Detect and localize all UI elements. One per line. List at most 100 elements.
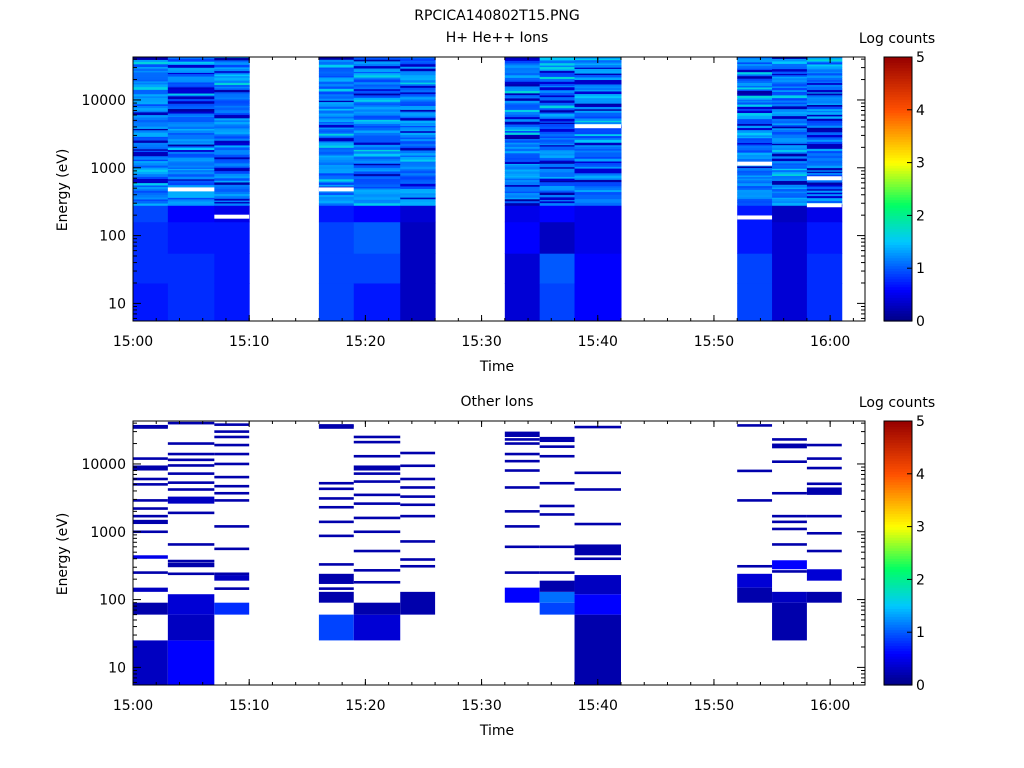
heatmap-cell xyxy=(772,94,808,99)
heatmap-cell xyxy=(772,111,808,114)
heatmap-cell xyxy=(353,72,401,76)
heatmap-cell xyxy=(737,158,773,162)
heatmap-cell xyxy=(167,61,215,64)
colorbar-tick-label: 1 xyxy=(916,625,925,641)
heatmap-cell xyxy=(574,99,622,102)
heatmap-cell xyxy=(504,58,541,61)
heatmap-cell xyxy=(214,57,250,61)
heatmap-cell xyxy=(353,144,401,148)
heatmap-cell xyxy=(214,191,250,194)
heatmap-cell xyxy=(133,146,169,150)
heatmap-cell xyxy=(539,183,576,186)
heatmap-cell xyxy=(353,160,401,163)
heatmap-cell xyxy=(167,640,215,685)
colorbar-segment xyxy=(884,218,912,222)
heatmap-gap xyxy=(318,187,354,192)
heatmap-cell xyxy=(539,190,576,193)
heatmap-cell xyxy=(214,253,250,284)
colorbar-segment xyxy=(884,542,912,546)
heatmap-cell xyxy=(539,196,576,201)
heatmap-cell xyxy=(353,149,401,152)
heatmap-cell xyxy=(353,112,401,116)
heatmap-cell xyxy=(737,587,773,603)
heatmap-cell xyxy=(806,157,843,161)
colorbar-segment xyxy=(884,123,912,127)
colorbar-segment xyxy=(884,487,912,491)
heatmap-cell xyxy=(772,97,808,101)
heatmap-cell xyxy=(772,164,808,168)
heatmap-cell xyxy=(806,74,843,78)
heatmap-cell xyxy=(772,131,808,135)
heatmap-cell xyxy=(806,63,843,67)
heatmap-cell xyxy=(772,168,808,171)
heatmap-cell xyxy=(806,591,842,603)
heatmap-cell xyxy=(539,89,576,92)
heatmap-cell xyxy=(133,640,168,685)
heatmap-cell xyxy=(806,110,843,113)
heatmap-cell xyxy=(214,133,250,137)
colorbar-segment xyxy=(884,120,912,124)
heatmap-cell xyxy=(772,198,808,202)
colorbar-segment xyxy=(884,178,912,182)
heatmap-cell xyxy=(539,70,576,73)
heatmap-cell xyxy=(214,127,250,131)
heatmap-cell xyxy=(167,203,215,206)
heatmap-cell xyxy=(318,182,355,185)
heatmap-line xyxy=(133,514,168,518)
heatmap-cell xyxy=(214,125,250,129)
heatmap-line xyxy=(772,527,807,531)
heatmap-cell xyxy=(400,83,436,86)
heatmap-cell xyxy=(167,100,215,103)
heatmap-line xyxy=(539,436,575,440)
heatmap-cell xyxy=(318,57,355,60)
heatmap-cell xyxy=(772,443,807,449)
colorbar-segment xyxy=(884,183,912,187)
heatmap-cell xyxy=(772,73,808,76)
heatmap-line xyxy=(133,499,168,502)
heatmap-cell xyxy=(353,221,401,254)
heatmap-cell xyxy=(400,87,436,91)
heatmap-cell xyxy=(353,183,401,187)
heatmap-cell xyxy=(574,196,622,200)
colorbar-segment xyxy=(884,653,912,657)
heatmap-cell xyxy=(133,155,169,158)
heatmap-cell xyxy=(133,76,169,80)
colorbar-segment xyxy=(884,571,912,575)
colorbar-segment xyxy=(884,109,912,114)
heatmap-cell xyxy=(806,186,843,190)
colorbar-segment xyxy=(884,611,912,615)
heatmap-line xyxy=(772,520,807,524)
colorbar-segment xyxy=(884,299,912,304)
heatmap-cell xyxy=(133,57,169,60)
heatmap-cell xyxy=(318,132,355,135)
heatmap-cell xyxy=(539,123,576,127)
heatmap-cell xyxy=(504,142,541,145)
heatmap-cell xyxy=(737,65,773,69)
heatmap-cell xyxy=(318,88,355,92)
colorbar-tick-label: 5 xyxy=(916,414,925,430)
heatmap-line xyxy=(806,443,842,447)
heatmap-cell xyxy=(737,142,773,145)
heatmap-gap xyxy=(806,176,842,181)
heatmap-cell xyxy=(400,95,436,98)
colorbar-segment xyxy=(884,315,912,319)
heatmap-cell xyxy=(318,136,355,139)
colorbar-segment xyxy=(884,539,912,544)
colorbar-segment xyxy=(884,233,912,238)
heatmap-cell xyxy=(167,116,215,120)
heatmap-cell xyxy=(167,85,215,88)
heatmap-line xyxy=(806,514,842,518)
heatmap-line xyxy=(318,481,354,485)
y-tick-label: 10000 xyxy=(81,457,126,473)
heatmap-cell xyxy=(772,166,808,169)
heatmap-cell xyxy=(806,122,843,126)
colorbar-segment xyxy=(884,679,912,683)
colorbar-segment xyxy=(884,159,912,164)
heatmap-cell xyxy=(737,170,773,173)
colorbar-segment xyxy=(884,500,912,504)
heatmap-cell xyxy=(737,120,773,124)
heatmap-cell xyxy=(214,186,250,190)
heatmap-cell xyxy=(133,126,169,129)
heatmap-cell xyxy=(772,83,808,87)
heatmap-cell xyxy=(539,76,576,80)
